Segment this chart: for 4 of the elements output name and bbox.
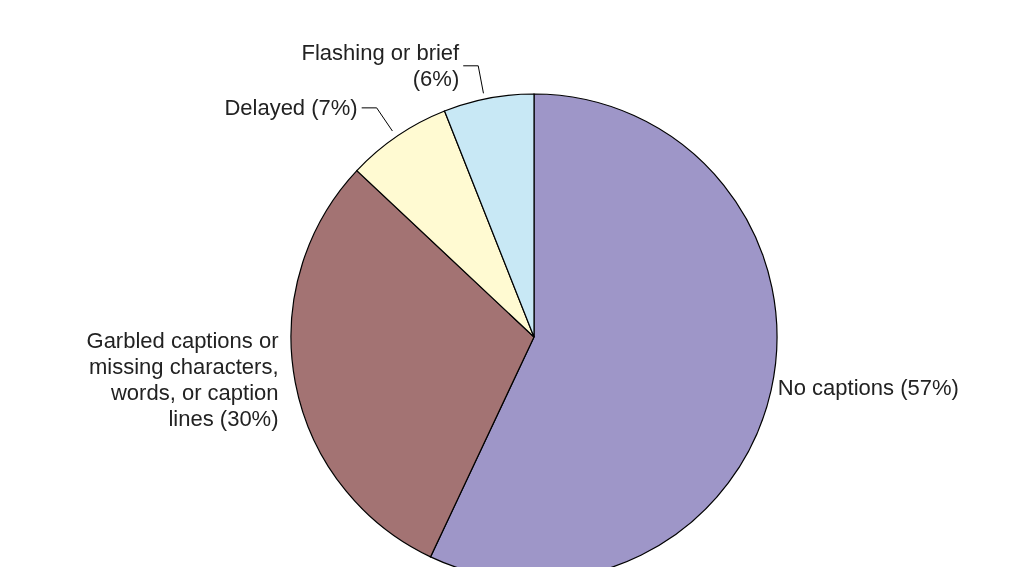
slice-label: Garbled captions or missing characters, words, or caption lines (30%): [86, 327, 279, 431]
slice-label: No captions (57%): [777, 374, 959, 400]
slice-label: Delayed (7%): [224, 94, 358, 120]
slice-label: Flashing or brief (6%): [301, 39, 461, 91]
